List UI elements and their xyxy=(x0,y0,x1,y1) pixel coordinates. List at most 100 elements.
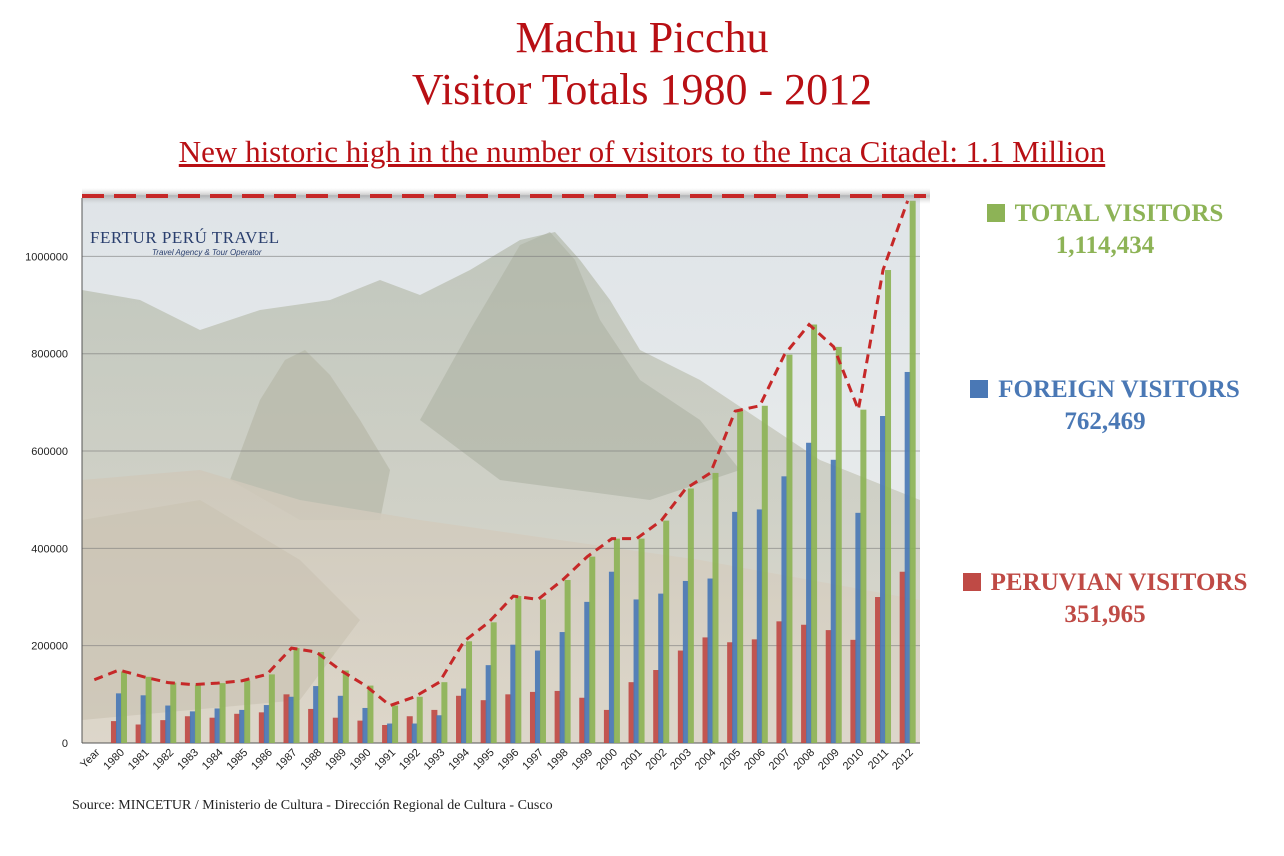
bar-foreign xyxy=(115,693,122,743)
bar-total xyxy=(835,346,842,743)
bar-peruvian xyxy=(677,650,684,743)
bar-foreign xyxy=(362,707,369,743)
bar-peruvian xyxy=(801,624,808,743)
y-tick-label: 800000 xyxy=(31,349,68,361)
bar-peruvian xyxy=(505,694,512,743)
bar-total xyxy=(293,648,300,743)
bar-foreign xyxy=(165,705,172,743)
bar-peruvian xyxy=(751,639,758,743)
bar-total xyxy=(564,579,571,743)
bar-foreign xyxy=(830,459,837,743)
fertur-logo: FERTUR PERÚ TRAVEL Travel Agency & Tour … xyxy=(90,228,280,257)
bar-foreign xyxy=(756,509,763,743)
bar-foreign xyxy=(436,715,443,743)
x-tick-label: 2008 xyxy=(791,747,817,773)
x-tick-label: 1990 xyxy=(348,747,374,773)
legend-total: TOTAL VISITORS 1,114,434 xyxy=(935,200,1275,260)
bar-foreign xyxy=(534,650,541,743)
legend-peruvian-swatch xyxy=(962,573,981,591)
legend-foreign-label: FOREIGN VISITORS xyxy=(998,376,1240,403)
bar-peruvian xyxy=(209,717,216,743)
x-tick-label: 2012 xyxy=(890,747,916,773)
bar-peruvian xyxy=(382,724,389,743)
bar-peruvian xyxy=(579,697,586,743)
x-tick-label: 2005 xyxy=(717,747,743,773)
bar-total xyxy=(170,682,177,743)
bar-total xyxy=(712,472,719,743)
x-tick-label: 1995 xyxy=(471,747,497,773)
legend-foreign: FOREIGN VISITORS 762,469 xyxy=(935,376,1275,436)
bar-total xyxy=(342,670,349,743)
bar-peruvian xyxy=(653,670,660,743)
bar-foreign xyxy=(559,632,566,743)
machu-picchu-background-photo xyxy=(82,195,920,743)
bar-total xyxy=(761,405,768,743)
chart-subtitle: New historic high in the number of visit… xyxy=(178,134,1106,169)
bar-peruvian xyxy=(850,639,857,743)
x-tick-label: 2000 xyxy=(594,747,620,773)
bar-peruvian xyxy=(110,721,117,743)
bar-total xyxy=(613,538,620,743)
bar-peruvian xyxy=(702,637,709,743)
legend-foreign-swatch xyxy=(970,380,989,398)
bar-total xyxy=(909,200,916,744)
y-tick-label: 400000 xyxy=(31,543,68,555)
legend-peruvian: PERUVIAN VISITORS 351,965 xyxy=(935,569,1275,629)
bar-foreign xyxy=(313,686,320,743)
bar-peruvian xyxy=(406,716,413,743)
bar-total xyxy=(638,538,645,743)
bar-peruvian xyxy=(357,720,364,743)
bar-total xyxy=(663,520,670,743)
bar-peruvian xyxy=(875,597,882,743)
x-tick-label: 2003 xyxy=(668,747,694,773)
bar-total xyxy=(786,354,793,743)
bar-foreign xyxy=(461,688,468,743)
x-tick-label: 1980 xyxy=(101,747,127,773)
bar-peruvian xyxy=(628,682,635,743)
bar-total xyxy=(318,652,325,743)
bar-foreign xyxy=(485,665,492,743)
bar-peruvian xyxy=(529,691,536,743)
x-tick-label: 1992 xyxy=(397,747,423,773)
x-tick-label: 2011 xyxy=(866,747,891,772)
bar-peruvian xyxy=(283,694,290,743)
bar-total xyxy=(416,696,423,743)
x-tick-label: 1998 xyxy=(545,747,571,773)
legend-total-swatch xyxy=(986,204,1005,222)
bar-total xyxy=(120,671,127,743)
bar-foreign xyxy=(608,571,615,743)
bar-foreign xyxy=(584,601,591,743)
bar-peruvian xyxy=(234,713,241,743)
logo-tagline: Travel Agency & Tour Operator xyxy=(152,248,262,257)
bar-total xyxy=(392,705,399,743)
x-tick-label: 1987 xyxy=(274,747,300,773)
x-tick-label: 1999 xyxy=(570,747,596,773)
x-tick-label: 2006 xyxy=(742,747,768,773)
bar-peruvian xyxy=(554,690,561,743)
bar-foreign xyxy=(189,711,196,743)
x-tick-label: 2001 xyxy=(619,747,645,773)
bar-total xyxy=(244,680,251,743)
bar-peruvian xyxy=(184,716,191,743)
bar-peruvian xyxy=(480,700,487,743)
bar-total xyxy=(268,674,275,743)
bar-total xyxy=(194,684,201,743)
bar-foreign xyxy=(239,709,246,743)
bar-total xyxy=(737,411,744,743)
y-tick-label: 0 xyxy=(62,738,68,750)
x-tick-label: 1993 xyxy=(422,747,448,773)
bar-total xyxy=(589,556,596,743)
x-tick-label: 1994 xyxy=(446,747,472,773)
bar-peruvian xyxy=(899,571,906,743)
y-tick-label: 200000 xyxy=(31,641,68,653)
legend-peruvian-label: PERUVIAN VISITORS xyxy=(990,569,1248,596)
bar-peruvian xyxy=(603,709,610,743)
x-tick-label: 1981 xyxy=(126,747,152,773)
bar-foreign xyxy=(855,512,862,743)
legend-peruvian-value: 351,965 xyxy=(1064,601,1146,628)
x-tick-label: 2004 xyxy=(693,747,719,773)
bar-peruvian xyxy=(332,717,339,743)
bar-total xyxy=(219,683,226,743)
bar-foreign xyxy=(214,708,221,743)
x-tick-label: 1997 xyxy=(520,747,546,773)
